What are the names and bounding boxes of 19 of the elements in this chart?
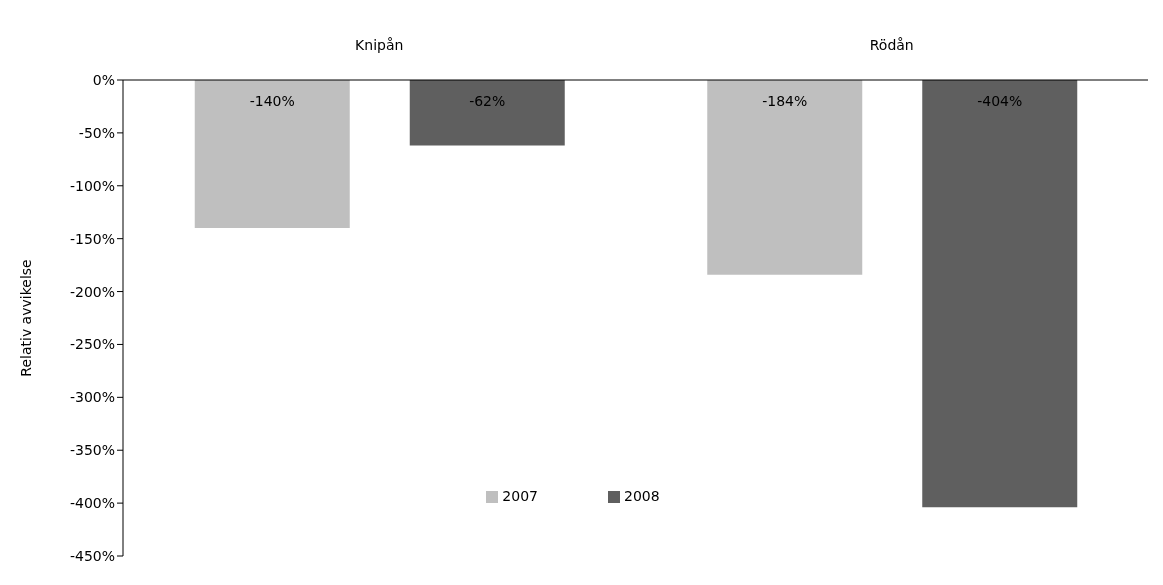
x-tick-label: Rödån [869,37,914,53]
y-tick-label: -250% [69,336,115,353]
data-label: -62% [469,93,506,109]
y-tick-label: -50% [78,124,115,141]
data-label: -140% [249,93,295,109]
data-label: -404% [977,93,1023,109]
data-label: -184% [762,93,808,109]
y-tick-label: -450% [69,547,115,564]
y-tick-label: -300% [69,389,115,406]
y-axis-title: Relativ avvikelse [17,259,34,377]
y-tick-label: 0% [92,71,115,88]
x-tick-label: Knipån [355,37,404,53]
y-tick-label: -150% [69,230,115,247]
y-tick-label: -400% [69,495,115,512]
legend-label: 2008 [624,488,660,504]
y-tick-label: -350% [69,442,115,459]
y-tick-label: -100% [69,177,115,194]
y-tick-label: -200% [69,283,115,300]
legend-label: 2007 [502,488,538,504]
